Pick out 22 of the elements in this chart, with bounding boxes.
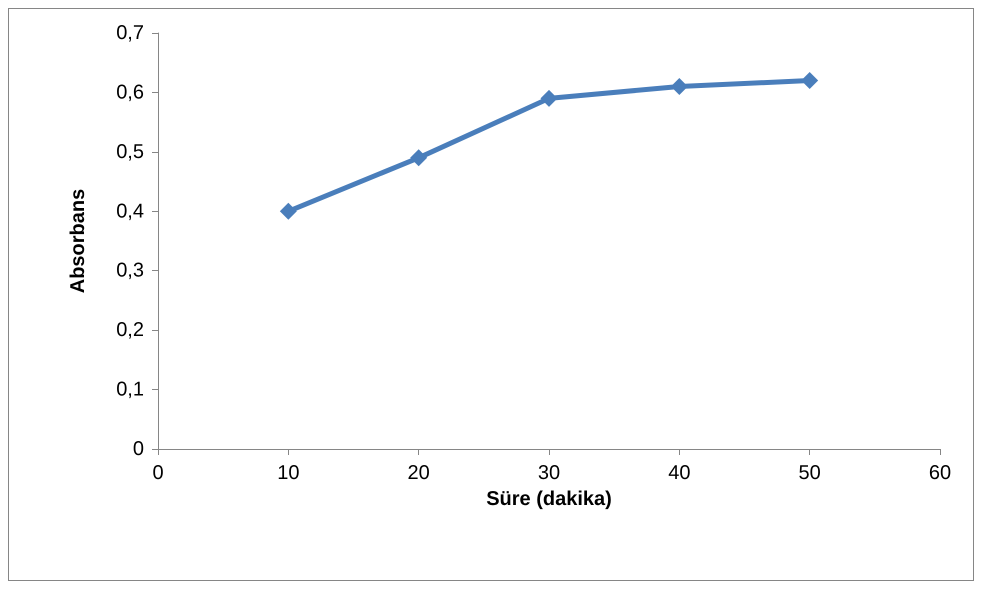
x-tick-label: 20	[408, 462, 430, 484]
x-tick-label: 40	[668, 462, 690, 484]
point	[410, 149, 428, 166]
y-axis-title: Absorbans	[67, 188, 89, 294]
y-tick-label: 0,3	[116, 260, 144, 282]
y-tick-label: 0,4	[116, 200, 144, 222]
y-tick-label: 0,6	[116, 81, 144, 104]
point	[801, 72, 818, 90]
x-tick-label: 50	[798, 462, 821, 484]
point	[280, 202, 297, 220]
x-tick-label: 30	[538, 462, 560, 484]
point	[670, 78, 688, 95]
y-tick-label: 0,1	[116, 378, 144, 401]
y-tick-label: 0,5	[116, 140, 144, 163]
y-tick-label: 0,2	[116, 319, 144, 342]
y-tick-label: 0	[132, 438, 144, 460]
x-tick-label: 60	[928, 462, 952, 484]
x-axis-title: Süre (dakika)	[486, 488, 612, 510]
point	[540, 90, 558, 107]
x-tick-label: 0	[152, 462, 164, 484]
x-tick-label: 10	[277, 462, 300, 484]
y-tick-label: 0,7	[116, 22, 144, 44]
